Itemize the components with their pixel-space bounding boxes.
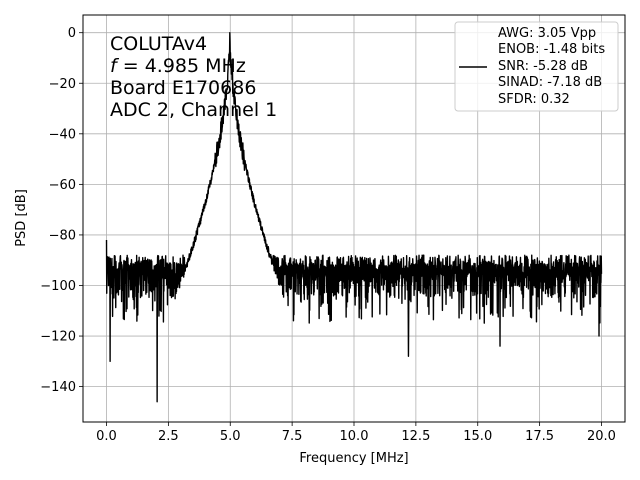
annotation-line-frequency: f = 4.985 MHz	[110, 55, 246, 77]
annotation-frequency-symbol: f	[110, 55, 120, 77]
y-tick-label: −100	[40, 279, 76, 294]
annotation-line-chip: COLUTAv4	[110, 33, 207, 55]
x-tick-label: 2.5	[158, 429, 179, 444]
x-tick-label: 0.0	[96, 429, 117, 444]
y-axis-ticks: 0 −20 −40 −60 −80 −100 −120 −140	[40, 26, 83, 395]
y-tick-label: −40	[49, 127, 76, 142]
x-tick-label: 15.0	[463, 429, 492, 444]
y-tick-label: 0	[68, 26, 76, 41]
x-tick-label: 20.0	[587, 429, 616, 444]
x-axis-ticks: 0.0 2.5 5.0 7.5 10.0 12.5 15.0 17.5 20.0	[96, 422, 616, 444]
legend-line-enob: ENOB: -1.48 bits	[498, 42, 605, 57]
y-axis-label: PSD [dB]	[14, 189, 29, 247]
annotation-line-channel: ADC 2, Channel 1	[110, 99, 277, 121]
legend-line-awg: AWG: 3.05 Vpp	[498, 26, 596, 41]
x-tick-label: 7.5	[282, 429, 303, 444]
x-tick-label: 10.0	[340, 429, 369, 444]
annotation-frequency-value: = 4.985 MHz	[117, 55, 246, 77]
y-tick-label: −60	[49, 178, 76, 193]
x-tick-label: 12.5	[401, 429, 430, 444]
y-tick-label: −80	[49, 228, 76, 243]
legend-box	[454, 21, 619, 112]
x-tick-label: 17.5	[525, 429, 554, 444]
annotation: COLUTAv4 f = 4.985 MHz Board E170686 ADC…	[110, 33, 277, 121]
x-axis-label: Frequency [MHz]	[299, 451, 408, 466]
legend: AWG: 3.05 Vpp ENOB: -1.48 bits SNR: -5.2…	[454, 21, 619, 112]
x-tick-label: 5.0	[220, 429, 241, 444]
legend-line-sfdr: SFDR: 0.32	[498, 92, 570, 107]
y-tick-label: −20	[49, 77, 76, 92]
annotation-line-board: Board E170686	[110, 77, 256, 99]
series-layer	[105, 32, 603, 403]
y-tick-label: −120	[40, 330, 76, 345]
legend-line-snr: SNR: -5.28 dB	[498, 59, 588, 74]
psd-series-line	[105, 32, 603, 403]
y-tick-label: −140	[40, 380, 76, 395]
legend-line-sinad: SINAD: -7.18 dB	[498, 75, 602, 90]
